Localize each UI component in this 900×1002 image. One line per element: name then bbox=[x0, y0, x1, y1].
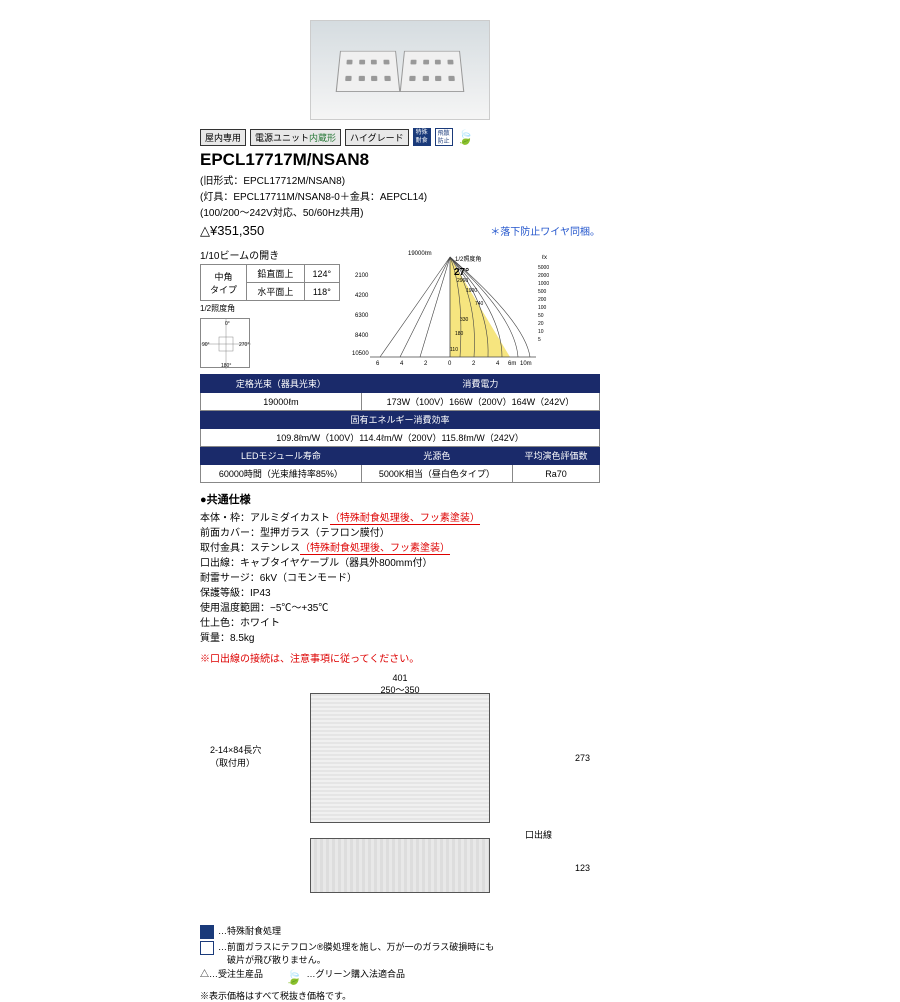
common-spec-list: 本体・枠：アルミダイカスト（特殊耐食処理後、フッ素塗装） 前面カバー：型押ガラス… bbox=[200, 511, 600, 646]
svg-text:6: 6 bbox=[376, 361, 380, 367]
product-image bbox=[310, 20, 490, 120]
beam-table: 中角 タイプ鉛直面上124° 水平面上118° bbox=[200, 264, 340, 301]
leaf-icon: 🍃 bbox=[285, 968, 302, 988]
red-warning: ※口出線の接続は、注意事項に従ってください。 bbox=[200, 650, 600, 665]
svg-text:270°: 270° bbox=[239, 342, 249, 348]
footer-notes: …特殊耐食処理 …前面ガラスにテフロン®膜処理を施し、万が一のガラス破損時にも … bbox=[200, 925, 600, 1002]
svg-text:19000ℓm: 19000ℓm bbox=[408, 250, 432, 257]
svg-text:10500: 10500 bbox=[352, 351, 369, 357]
old-model: (旧形式：EPCL17712M/NSAN8) bbox=[200, 172, 600, 187]
svg-text:27°: 27° bbox=[454, 267, 469, 278]
svg-text:500: 500 bbox=[538, 289, 547, 295]
tag-row: 屋内専用 電源ユニット内蔵形 ハイグレード 特殊 耐食 飛散 防止 🍃 bbox=[200, 128, 600, 146]
svg-text:1/2照度角: 1/2照度角 bbox=[455, 255, 481, 263]
price: △¥351,350 bbox=[200, 223, 264, 239]
svg-text:330: 330 bbox=[460, 317, 469, 323]
border-icon bbox=[200, 941, 214, 955]
svg-text:6300: 6300 bbox=[355, 313, 369, 319]
svg-text:ℓx: ℓx bbox=[542, 254, 547, 261]
svg-text:2000: 2000 bbox=[538, 273, 549, 279]
model-number: EPCL17717M/NSAN8 bbox=[200, 150, 600, 170]
navy-icon bbox=[200, 925, 214, 939]
svg-text:0°: 0° bbox=[225, 321, 230, 327]
svg-text:20: 20 bbox=[538, 321, 544, 327]
beam-distribution-chart: 19000ℓm 1/2照度角 27° 2100 4200 6300 8400 1… bbox=[350, 247, 550, 367]
beam-title: 1/10ビームの開き bbox=[200, 247, 340, 262]
svg-text:180°: 180° bbox=[221, 363, 231, 369]
svg-text:50: 50 bbox=[538, 313, 544, 319]
svg-text:200: 200 bbox=[538, 297, 547, 303]
svg-text:10m: 10m bbox=[520, 361, 532, 367]
angle-diagram: 0° 90° 270° 180° bbox=[200, 318, 250, 368]
tag-shatter-proof-icon: 飛散 防止 bbox=[435, 128, 453, 146]
tag-highgrade: ハイグレード bbox=[345, 129, 409, 146]
svg-text:0: 0 bbox=[448, 361, 452, 367]
tag-indoor: 屋内専用 bbox=[200, 129, 246, 146]
svg-text:90°: 90° bbox=[202, 342, 210, 348]
svg-text:100: 100 bbox=[538, 305, 547, 311]
svg-text:1900: 1900 bbox=[466, 288, 477, 294]
svg-text:6m: 6m bbox=[508, 361, 516, 367]
tag-special-corrosion-icon: 特殊 耐食 bbox=[413, 128, 431, 146]
svg-text:2: 2 bbox=[424, 361, 428, 367]
svg-text:4200: 4200 bbox=[355, 293, 369, 299]
fixture-info: (灯具：EPCL17711M/NSAN8-0＋金具：AEPCL14) bbox=[200, 188, 600, 203]
svg-text:2960: 2960 bbox=[457, 278, 468, 284]
svg-text:1000: 1000 bbox=[538, 281, 549, 287]
spec-table: 定格光束（器具光束）消費電力 19000ℓm173W（100V）166W（200… bbox=[200, 374, 600, 483]
technical-drawing: 401 250～350 2-14×84長穴 （取付用） 273 口出線 123 bbox=[200, 673, 600, 913]
svg-text:2: 2 bbox=[472, 361, 476, 367]
svg-text:2100: 2100 bbox=[355, 273, 369, 279]
svg-text:8400: 8400 bbox=[355, 333, 369, 339]
common-spec-heading: ●共通仕様 bbox=[200, 491, 600, 507]
svg-text:110: 110 bbox=[450, 347, 458, 353]
voltage-info: (100/200～242V対応、50/60Hz共用) bbox=[200, 204, 600, 219]
svg-text:4: 4 bbox=[496, 361, 500, 367]
svg-text:5: 5 bbox=[538, 337, 541, 343]
svg-text:740: 740 bbox=[475, 301, 484, 307]
beam-section: 1/10ビームの開き 中角 タイプ鉛直面上124° 水平面上118° 1/2照度… bbox=[200, 247, 600, 368]
price-note: ＊落下防止ワイヤ同梱。 bbox=[490, 223, 600, 238]
tag-power: 電源ユニット内蔵形 bbox=[250, 129, 341, 146]
leaf-icon: 🍃 bbox=[457, 129, 474, 146]
svg-text:4: 4 bbox=[400, 361, 404, 367]
svg-text:10: 10 bbox=[538, 329, 544, 335]
svg-text:180: 180 bbox=[455, 331, 464, 337]
svg-text:5000: 5000 bbox=[538, 265, 549, 271]
